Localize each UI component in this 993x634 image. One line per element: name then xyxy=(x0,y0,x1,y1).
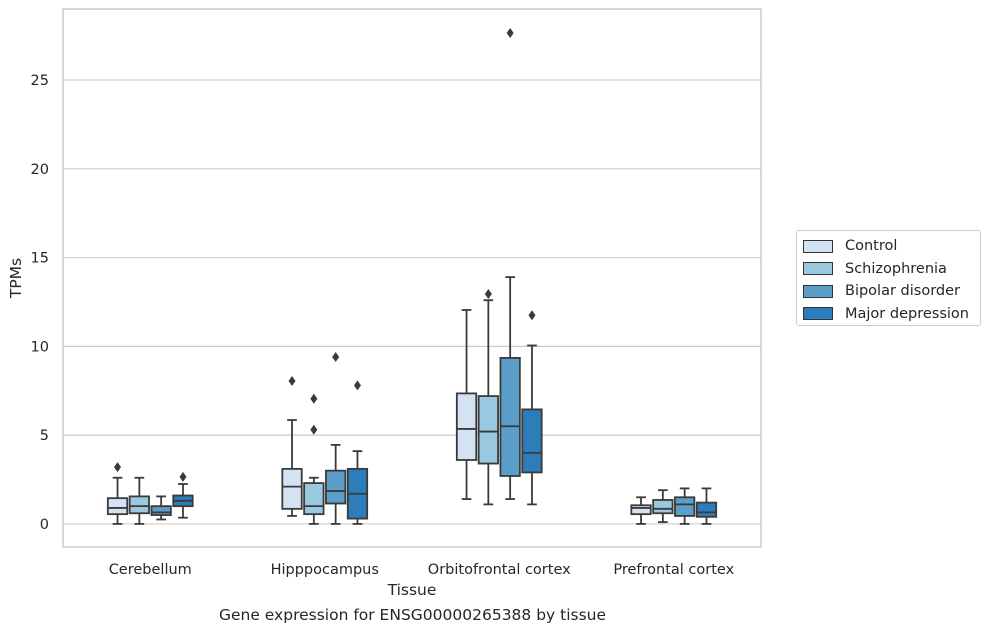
box-body xyxy=(695,501,718,518)
x-axis-label: Tissue xyxy=(387,581,437,599)
box-major-depression-0 xyxy=(172,471,194,519)
outlier-point xyxy=(288,375,296,386)
legend-label: Bipolar disorder xyxy=(845,283,960,300)
plot-frame xyxy=(62,8,762,548)
box-control-2 xyxy=(455,309,478,500)
y-gridlines xyxy=(63,79,761,525)
legend-item: Bipolar disorder xyxy=(803,280,974,303)
y-tick-labels: 0 5 10 15 20 25 xyxy=(31,73,49,533)
legend-swatch xyxy=(803,262,833,276)
legend-item: Major depression xyxy=(803,303,974,326)
legend-item: Control xyxy=(803,235,974,258)
x-tick-label: Hipppocampus xyxy=(271,562,379,578)
box-bipolar-disorder-1 xyxy=(325,352,347,525)
y-tick-label: 5 xyxy=(40,428,49,444)
outlier-point xyxy=(310,424,318,435)
box-control-3 xyxy=(630,496,652,525)
box-major-depression-3 xyxy=(695,487,718,525)
y-tick-label: 10 xyxy=(31,339,49,355)
legend-label: Major depression xyxy=(845,305,969,322)
box-body xyxy=(630,504,652,516)
outlier-point xyxy=(310,393,318,404)
legend-swatch xyxy=(803,307,833,321)
legend-label: Control xyxy=(845,238,898,255)
chart-caption: Gene expression for ENSG00000265388 by t… xyxy=(218,606,607,624)
outlier-point xyxy=(114,462,122,473)
box-body xyxy=(477,395,499,465)
x-tick-label: Cerebellum xyxy=(109,562,192,578)
outlier-point xyxy=(528,310,536,321)
y-tick-label: 20 xyxy=(31,162,49,178)
box-body xyxy=(499,357,521,477)
box-bipolar-disorder-0 xyxy=(150,495,172,521)
x-tick-label: Prefrontal cortex xyxy=(613,562,734,578)
box-body xyxy=(303,482,325,516)
legend-swatch xyxy=(803,284,833,298)
box-schizophrenia-1 xyxy=(303,393,325,525)
outlier-point xyxy=(353,380,361,391)
outlier-point xyxy=(332,352,340,363)
outlier-point xyxy=(506,27,514,38)
box-body xyxy=(455,392,478,461)
box-body xyxy=(674,496,696,517)
box-schizophrenia-2 xyxy=(477,288,499,506)
y-axis-label: TPMs xyxy=(7,258,25,299)
box-body xyxy=(652,499,674,515)
y-tick-label: 25 xyxy=(31,73,49,89)
legend-label: Schizophrenia xyxy=(845,260,947,277)
box-body xyxy=(521,408,543,474)
legend-item: Schizophrenia xyxy=(803,258,974,281)
outlier-point xyxy=(484,288,492,299)
box-bipolar-disorder-3 xyxy=(674,487,696,525)
x-tick-labels: Cerebellum Hipppocampus Orbitofrontal cort… xyxy=(109,562,735,578)
box-body xyxy=(106,497,129,516)
legend: Control Schizophrenia Bipolar disorder Majo… xyxy=(796,230,981,326)
box-body xyxy=(325,469,347,505)
y-tick-label: 0 xyxy=(40,517,49,533)
box-body xyxy=(128,495,150,515)
y-tick-label: 15 xyxy=(31,251,49,267)
outlier-point xyxy=(179,471,187,482)
box-bipolar-disorder-2 xyxy=(499,27,521,500)
box-layer xyxy=(106,27,718,525)
box-control-0 xyxy=(106,462,129,525)
box-control-1 xyxy=(281,375,303,517)
box-body xyxy=(281,467,303,510)
box-schizophrenia-3 xyxy=(652,489,674,524)
x-tick-label: Orbitofrontal cortex xyxy=(428,562,571,578)
box-schizophrenia-0 xyxy=(128,476,150,525)
box-major-depression-2 xyxy=(521,310,543,506)
box-major-depression-1 xyxy=(346,380,369,525)
box-body xyxy=(150,505,172,516)
legend-swatch xyxy=(803,239,833,253)
